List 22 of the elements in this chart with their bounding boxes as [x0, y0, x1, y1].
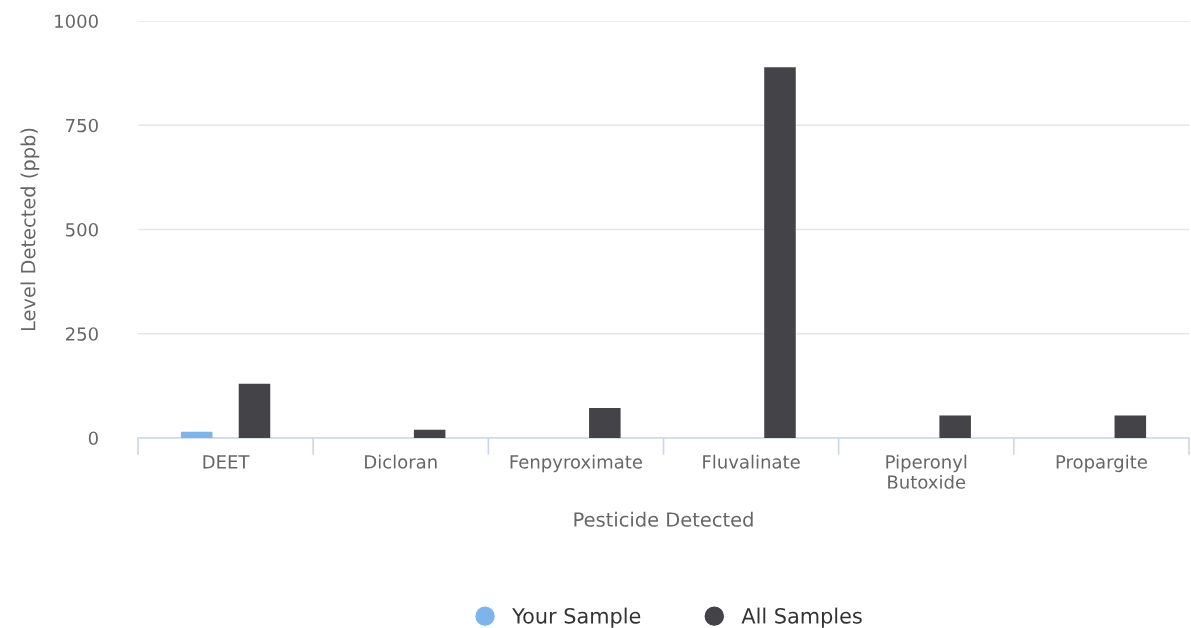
bar [764, 67, 796, 438]
y-tick-label: 500 [66, 222, 98, 237]
y-axis-title: Level Detected (ppb) [20, 128, 40, 331]
bar [180, 431, 213, 438]
bar [939, 415, 971, 438]
y-tick-label: 750 [66, 118, 98, 133]
bar [238, 383, 271, 438]
x-tick-label: DEET [203, 455, 250, 469]
legend-label: Your Sample [512, 607, 641, 628]
bar [413, 429, 446, 438]
y-tick-label: 0 [88, 431, 98, 446]
x-tick-label: Piperonyl Butoxide [886, 454, 967, 489]
x-tick-label: Dicloran [365, 454, 437, 469]
x-tick-label: Fluvalinate [703, 454, 800, 469]
y-tick-label: 1000 [55, 14, 98, 29]
x-axis-title: Pesticide Detected [574, 511, 753, 527]
x-tick-label: Propargite [1056, 454, 1147, 473]
y-tick-label: 250 [65, 327, 98, 341]
x-tick-label: Fenpyroximate [510, 454, 643, 473]
legend-label: All Samples [741, 607, 862, 628]
bar [589, 407, 621, 438]
bar [1114, 415, 1147, 438]
